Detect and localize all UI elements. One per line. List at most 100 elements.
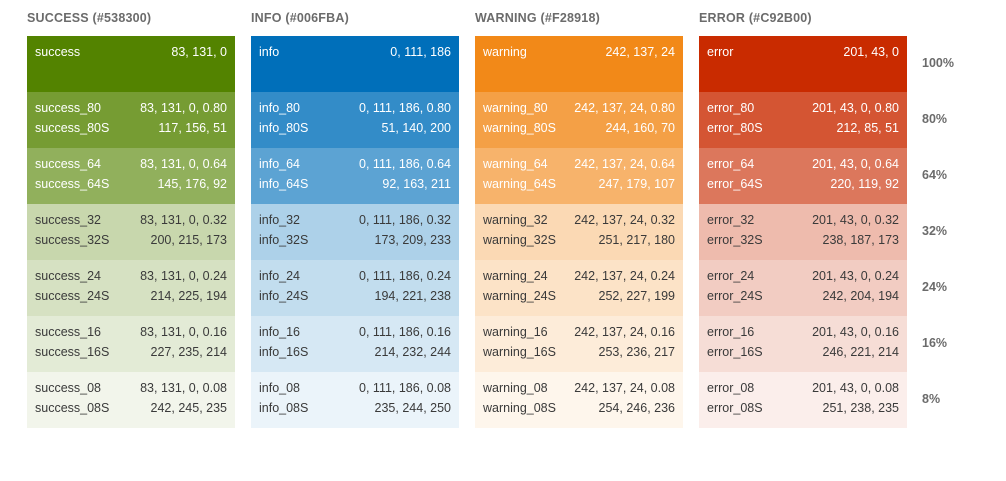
- color-swatch: success_24 83, 131, 0, 0.24 success_24S 214…: [27, 260, 235, 316]
- swatch-value: 0, 111, 186, 0.16: [359, 325, 451, 339]
- swatch-value: 83, 131, 0, 0.16: [140, 325, 227, 339]
- swatch-value: 83, 131, 0, 0.08: [140, 381, 227, 395]
- color-swatch: error_08 201, 43, 0, 0.08 error_08S 251, 23…: [699, 372, 907, 428]
- color-swatch: warning_24 242, 137, 24, 0.24 warning_24S 2…: [475, 260, 683, 316]
- color-swatch: error_24 201, 43, 0, 0.24 error_24S 242, 20…: [699, 260, 907, 316]
- swatch-value: 201, 43, 0, 0.32: [812, 213, 899, 227]
- swatch-solid-name: error_80S: [707, 121, 763, 135]
- swatch-solid-value: 242, 204, 194: [822, 289, 899, 303]
- swatch-solid-value: 244, 160, 70: [605, 121, 675, 135]
- swatch-value: 242, 137, 24, 0.16: [574, 325, 675, 339]
- swatch-solid-value: 214, 232, 244: [374, 345, 451, 359]
- color-swatch: info_24 0, 111, 186, 0.24 info_24S 194, 221…: [251, 260, 459, 316]
- swatch-name: warning_32: [483, 213, 548, 227]
- swatch-solid-value: 252, 227, 199: [598, 289, 675, 303]
- swatch-solid-name: success_32S: [35, 233, 110, 247]
- swatch-name: success_80: [35, 101, 102, 115]
- swatch-solid-name: info_24S: [259, 289, 309, 303]
- swatch-name: info_16: [259, 325, 301, 339]
- swatch-name: success: [35, 45, 81, 59]
- swatch-name: warning: [483, 45, 527, 59]
- swatch-value: 242, 137, 24, 0.08: [574, 381, 675, 395]
- swatch-solid-value: 251, 217, 180: [598, 233, 675, 247]
- swatch-solid-name: warning_64S: [483, 177, 556, 191]
- swatch-value: 242, 137, 24: [605, 45, 675, 59]
- swatch-name: info_32: [259, 213, 301, 227]
- color-swatch: success_64 83, 131, 0, 0.64 success_64S 145…: [27, 148, 235, 204]
- swatch-name: warning_16: [483, 325, 548, 339]
- swatch-name: warning_64: [483, 157, 548, 171]
- column-title: ERROR (#C92B00): [699, 11, 812, 25]
- swatch-solid-value: 227, 235, 214: [150, 345, 227, 359]
- swatch-name: success_64: [35, 157, 102, 171]
- swatch-value: 83, 131, 0, 0.80: [140, 101, 227, 115]
- swatch-name: error_16: [707, 325, 755, 339]
- color-swatch: error 201, 43, 0: [699, 36, 907, 92]
- swatch-solid-value: 212, 85, 51: [836, 121, 899, 135]
- swatch-solid-name: success_80S: [35, 121, 110, 135]
- swatch-value: 83, 131, 0, 0.24: [140, 269, 227, 283]
- swatch-value: 242, 137, 24, 0.32: [574, 213, 675, 227]
- swatch-value: 83, 131, 0, 0.64: [140, 157, 227, 171]
- swatch-solid-name: info_16S: [259, 345, 309, 359]
- swatch-solid-name: info_64S: [259, 177, 309, 191]
- swatch-value: 242, 137, 24, 0.24: [574, 269, 675, 283]
- color-swatch: success_16 83, 131, 0, 0.16 success_16S 227…: [27, 316, 235, 372]
- swatch-solid-name: warning_32S: [483, 233, 556, 247]
- swatch-solid-name: warning_08S: [483, 401, 556, 415]
- swatch-name: info_80: [259, 101, 301, 115]
- swatch-value: 0, 111, 186: [390, 45, 451, 59]
- swatch-value: 242, 137, 24, 0.64: [574, 157, 675, 171]
- opacity-label: 8%: [922, 392, 941, 406]
- swatch-name: success_16: [35, 325, 102, 339]
- swatch-value: 83, 131, 0, 0.32: [140, 213, 227, 227]
- swatch-solid-value: 254, 246, 236: [598, 401, 675, 415]
- color-swatch: success_80 83, 131, 0, 0.80 success_80S 117…: [27, 92, 235, 148]
- swatch-solid-value: 242, 245, 235: [150, 401, 227, 415]
- swatch-value: 0, 111, 186, 0.64: [359, 157, 451, 171]
- swatch-solid-value: 173, 209, 233: [374, 233, 451, 247]
- swatch-name: error_32: [707, 213, 755, 227]
- swatch-name: error_08: [707, 381, 755, 395]
- swatch-solid-name: info_08S: [259, 401, 309, 415]
- swatch-name: error: [707, 45, 734, 59]
- swatch-solid-value: 253, 236, 217: [598, 345, 675, 359]
- swatch-solid-value: 235, 244, 250: [374, 401, 451, 415]
- swatch-name: info_64: [259, 157, 301, 171]
- swatch-name: error_80: [707, 101, 755, 115]
- opacity-label: 24%: [922, 280, 948, 294]
- swatch-value: 0, 111, 186, 0.24: [359, 269, 451, 283]
- color-swatch: error_80 201, 43, 0, 0.80 error_80S 212, 85…: [699, 92, 907, 148]
- swatch-solid-value: 220, 119, 92: [830, 177, 899, 191]
- swatch-solid-name: success_64S: [35, 177, 110, 191]
- opacity-label: 64%: [922, 168, 948, 182]
- swatch-solid-name: warning_80S: [483, 121, 556, 135]
- swatch-solid-value: 247, 179, 107: [598, 177, 675, 191]
- opacity-label: 16%: [922, 336, 948, 350]
- swatch-name: warning_08: [483, 381, 548, 395]
- color-swatch: warning_08 242, 137, 24, 0.08 warning_08S 2…: [475, 372, 683, 428]
- swatch-value: 201, 43, 0: [843, 45, 899, 59]
- swatch-value: 201, 43, 0, 0.80: [812, 101, 899, 115]
- color-swatch: warning_32 242, 137, 24, 0.32 warning_32S 2…: [475, 204, 683, 260]
- swatch-solid-name: error_24S: [707, 289, 763, 303]
- swatch-value: 201, 43, 0, 0.24: [812, 269, 899, 283]
- swatch-value: 83, 131, 0: [171, 45, 227, 59]
- color-swatch: warning_80 242, 137, 24, 0.80 warning_80S 2…: [475, 92, 683, 148]
- swatch-solid-value: 117, 156, 51: [158, 121, 227, 135]
- swatch-solid-name: success_16S: [35, 345, 110, 359]
- color-swatch: success_32 83, 131, 0, 0.32 success_32S 200…: [27, 204, 235, 260]
- swatch-value: 201, 43, 0, 0.16: [812, 325, 899, 339]
- swatch-name: success_24: [35, 269, 102, 283]
- swatch-value: 0, 111, 186, 0.08: [359, 381, 451, 395]
- swatch-solid-value: 200, 215, 173: [150, 233, 227, 247]
- opacity-label: 32%: [922, 224, 948, 238]
- swatch-name: info: [259, 45, 280, 59]
- color-swatch: info_08 0, 111, 186, 0.08 info_08S 235, 244…: [251, 372, 459, 428]
- swatch-solid-name: info_32S: [259, 233, 309, 247]
- swatch-solid-name: success_24S: [35, 289, 110, 303]
- swatch-solid-name: error_32S: [707, 233, 763, 247]
- swatch-solid-name: error_16S: [707, 345, 763, 359]
- color-swatch: info_80 0, 111, 186, 0.80 info_80S 51, 140,…: [251, 92, 459, 148]
- swatch-solid-value: 51, 140, 200: [381, 121, 451, 135]
